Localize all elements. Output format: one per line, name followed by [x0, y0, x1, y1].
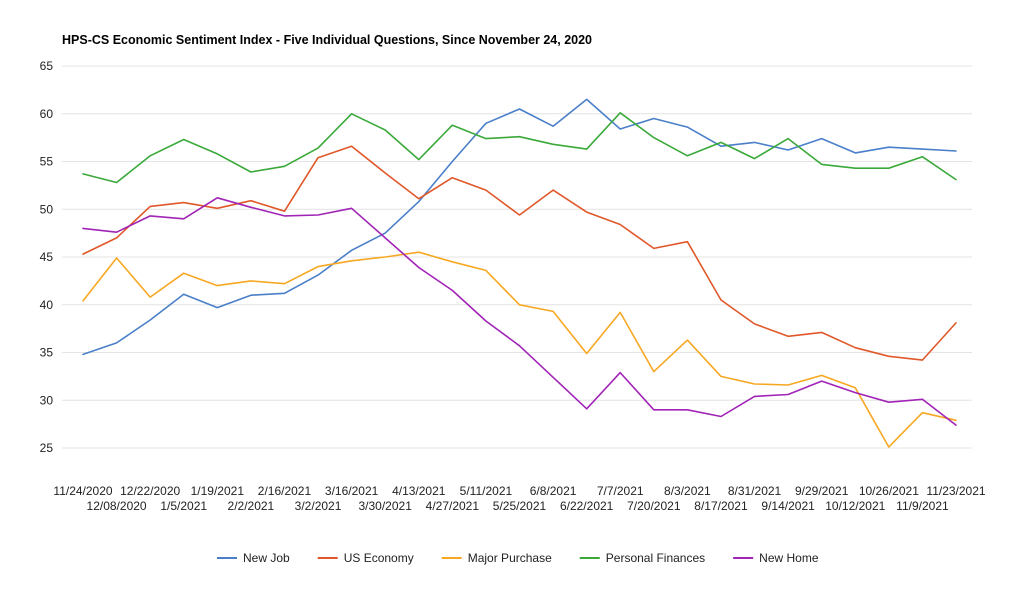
- gridlines: [62, 65, 972, 449]
- series-line-major-purchase: [82, 251, 957, 448]
- legend-label: Personal Finances: [606, 551, 705, 565]
- legend-item: New Job: [217, 551, 290, 565]
- x-tick-label: 3/30/2021: [358, 499, 412, 513]
- legend-item: US Economy: [317, 551, 414, 565]
- x-tick-label: 8/17/2021: [694, 499, 748, 513]
- chart-title: HPS-CS Economic Sentiment Index - Five I…: [62, 33, 592, 47]
- y-tick-label: 35: [40, 346, 54, 360]
- x-tick-label: 8/31/2021: [728, 484, 782, 498]
- x-tick-label: 1/5/2021: [160, 499, 207, 513]
- series-lines: [82, 98, 957, 448]
- y-tick-label: 60: [40, 107, 54, 121]
- series-line-us-economy: [82, 145, 957, 361]
- x-tick-label: 12/22/2020: [120, 484, 180, 498]
- x-tick-label: 9/29/2021: [795, 484, 849, 498]
- legend-label: New Job: [243, 551, 290, 565]
- series-line-personal-finances: [82, 112, 957, 184]
- legend-item: Major Purchase: [441, 551, 552, 565]
- y-tick-label: 50: [40, 202, 54, 216]
- x-tick-label: 9/14/2021: [761, 499, 815, 513]
- legend-label: New Home: [759, 551, 819, 565]
- legend-item: Personal Finances: [579, 551, 705, 565]
- x-tick-label: 2/2/2021: [228, 499, 275, 513]
- y-tick-label: 55: [40, 155, 54, 169]
- x-tick-label: 10/12/2021: [825, 499, 885, 513]
- x-tick-label: 3/16/2021: [325, 484, 379, 498]
- x-tick-label: 5/25/2021: [493, 499, 547, 513]
- x-tick-label: 6/8/2021: [530, 484, 577, 498]
- legend: New Job US Economy Major Purchase Personal …: [217, 551, 819, 565]
- x-tick-label: 1/19/2021: [191, 484, 245, 498]
- y-tick-label: 65: [40, 59, 54, 73]
- y-tick-label: 45: [40, 250, 54, 264]
- x-tick-label: 5/11/2021: [460, 484, 513, 498]
- x-tick-label: 3/2/2021: [295, 499, 342, 513]
- x-tick-label: 11/24/2020: [53, 484, 112, 498]
- legend-label: US Economy: [344, 551, 414, 565]
- y-tick-label: 30: [40, 393, 54, 407]
- x-tick-label: 8/3/2021: [664, 484, 711, 498]
- x-tick-label: 4/13/2021: [392, 484, 446, 498]
- x-tick-label: 12/08/2020: [87, 499, 147, 513]
- x-tick-label: 6/22/2021: [560, 499, 614, 513]
- legend-label: Major Purchase: [468, 551, 552, 565]
- series-line-new-home: [82, 197, 957, 426]
- y-tick-label: 40: [40, 298, 54, 312]
- legend-item: New Home: [733, 551, 819, 565]
- x-tick-label: 11/9/2021: [896, 499, 949, 513]
- series-line-new-job: [82, 98, 957, 356]
- x-tick-label: 7/7/2021: [597, 484, 644, 498]
- x-tick-label: 2/16/2021: [258, 484, 312, 498]
- x-axis-tick-labels: 11/24/202012/08/202012/22/20201/5/20211/…: [53, 484, 985, 513]
- x-tick-label: 11/23/2021: [926, 484, 985, 498]
- y-axis-tick-labels: 25 30 35 40 45 50 55 60 65: [40, 59, 54, 455]
- y-tick-label: 25: [40, 441, 54, 455]
- x-tick-label: 10/26/2021: [859, 484, 919, 498]
- x-tick-label: 4/27/2021: [426, 499, 480, 513]
- x-tick-label: 7/20/2021: [627, 499, 681, 513]
